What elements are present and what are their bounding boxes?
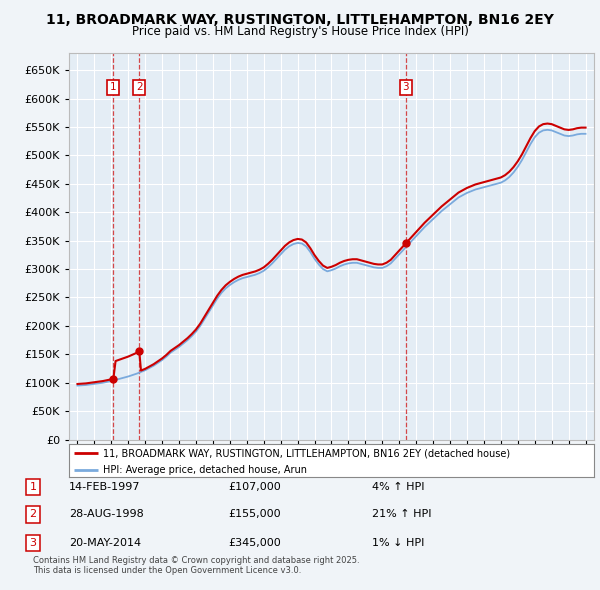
Text: £345,000: £345,000 (228, 538, 281, 548)
Text: 3: 3 (403, 82, 409, 92)
Text: 1: 1 (110, 82, 116, 92)
Text: HPI: Average price, detached house, Arun: HPI: Average price, detached house, Arun (103, 464, 307, 474)
Text: 1: 1 (29, 482, 37, 491)
Text: 1% ↓ HPI: 1% ↓ HPI (372, 538, 424, 548)
Text: 20-MAY-2014: 20-MAY-2014 (69, 538, 141, 548)
Text: 11, BROADMARK WAY, RUSTINGTON, LITTLEHAMPTON, BN16 2EY: 11, BROADMARK WAY, RUSTINGTON, LITTLEHAM… (46, 13, 554, 27)
Text: Contains HM Land Registry data © Crown copyright and database right 2025.
This d: Contains HM Land Registry data © Crown c… (33, 556, 359, 575)
Text: 11, BROADMARK WAY, RUSTINGTON, LITTLEHAMPTON, BN16 2EY (detached house): 11, BROADMARK WAY, RUSTINGTON, LITTLEHAM… (103, 448, 510, 458)
Text: £107,000: £107,000 (228, 482, 281, 491)
Text: 2: 2 (136, 82, 143, 92)
Text: 28-AUG-1998: 28-AUG-1998 (69, 510, 144, 519)
Text: £155,000: £155,000 (228, 510, 281, 519)
Text: 4% ↑ HPI: 4% ↑ HPI (372, 482, 425, 491)
Text: 2: 2 (29, 510, 37, 519)
Text: Price paid vs. HM Land Registry's House Price Index (HPI): Price paid vs. HM Land Registry's House … (131, 25, 469, 38)
Text: 3: 3 (29, 538, 37, 548)
Text: 14-FEB-1997: 14-FEB-1997 (69, 482, 140, 491)
Text: 21% ↑ HPI: 21% ↑ HPI (372, 510, 431, 519)
